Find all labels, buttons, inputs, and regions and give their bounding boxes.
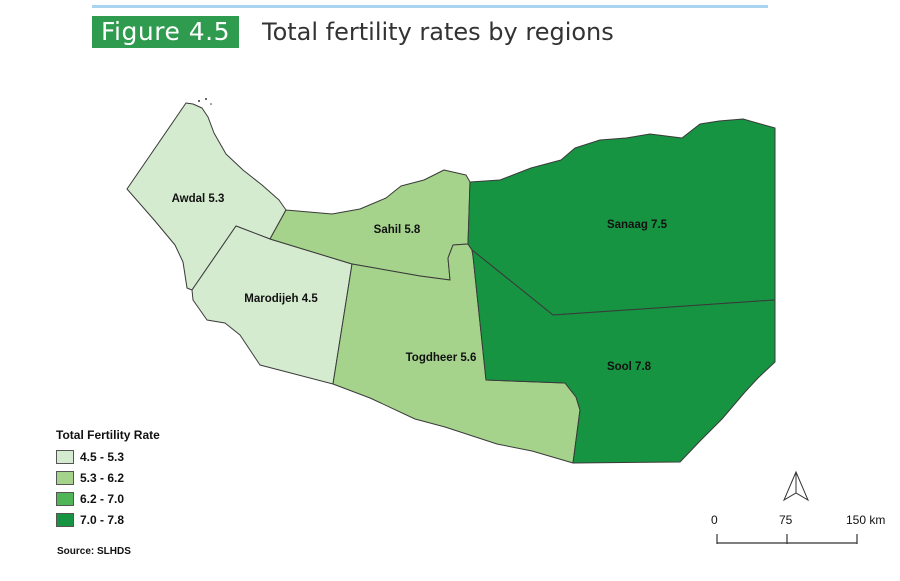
- region-label-marodijeh: Marodijeh 4.5: [244, 293, 318, 305]
- legend: Total Fertility Rate 4.5 - 5.3 5.3 - 6.2…: [56, 428, 160, 530]
- region-label-togdheer: Togdheer 5.6: [406, 352, 477, 364]
- legend-label: 6.2 - 7.0: [80, 491, 125, 506]
- region-label-sanaag: Sanaag 7.5: [607, 219, 668, 231]
- islets: [198, 98, 212, 105]
- legend-label: 4.5 - 5.3: [80, 449, 125, 464]
- legend-item: 5.3 - 6.2: [56, 467, 160, 488]
- top-rule: [92, 5, 768, 8]
- region-marodijeh[interactable]: [191, 225, 353, 385]
- scale-bar: [716, 534, 858, 544]
- legend-item: 6.2 - 7.0: [56, 488, 160, 509]
- scale-tick-75: 75: [779, 513, 793, 527]
- legend-title: Total Fertility Rate: [56, 428, 160, 442]
- figure-title: Total fertility rates by regions: [262, 18, 614, 46]
- legend-swatch: [56, 491, 74, 506]
- legend-item: 4.5 - 5.3: [56, 446, 160, 467]
- region-label-awdal: Awdal 5.3: [172, 193, 225, 205]
- legend-swatch: [56, 470, 74, 485]
- legend-swatch: [56, 449, 74, 464]
- scale-tick-150: 150 km: [846, 513, 886, 527]
- legend-item: 7.0 - 7.8: [56, 509, 160, 530]
- legend-label: 7.0 - 7.8: [80, 512, 125, 527]
- legend-label: 5.3 - 6.2: [80, 470, 125, 485]
- figure-number-badge: Figure 4.5: [92, 16, 240, 48]
- region-label-sahil: Sahil 5.8: [374, 224, 421, 236]
- scale-tick-0: 0: [711, 513, 718, 527]
- region-sool[interactable]: [471, 249, 776, 464]
- legend-swatch: [56, 512, 74, 527]
- source-note: Source: SLHDS: [57, 546, 131, 557]
- north-arrow-icon: [782, 470, 810, 502]
- region-label-sool: Sool 7.8: [607, 361, 652, 373]
